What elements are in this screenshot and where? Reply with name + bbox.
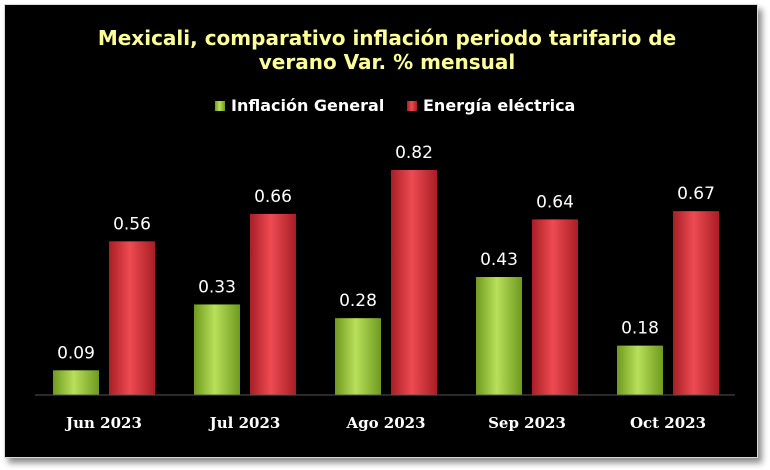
bar-energia-electrica-sep-2023 xyxy=(532,219,578,395)
bar-inflacion-general-ago-2023 xyxy=(335,318,381,395)
bar-inflacion-general-jun-2023 xyxy=(53,370,99,395)
x-tick-label-sep-2023: Sep 2023 xyxy=(488,414,566,432)
bar-energia-electrica-ago-2023 xyxy=(391,170,437,395)
legend-swatch-inflacion-general xyxy=(215,101,225,111)
data-label-inflacion-general-jun-2023: 0.09 xyxy=(57,343,95,363)
legend-swatch-energia-electrica xyxy=(407,101,417,111)
chart: Mexicali, comparativo inflación periodo … xyxy=(35,26,735,432)
x-tick-label-jun-2023: Jun 2023 xyxy=(64,414,142,432)
bar-inflacion-general-sep-2023 xyxy=(476,277,522,395)
bar-energia-electrica-oct-2023 xyxy=(673,211,719,395)
data-label-inflacion-general-ago-2023: 0.28 xyxy=(339,291,377,311)
x-tick-label-jul-2023: Jul 2023 xyxy=(208,414,281,432)
data-label-energia-electrica-jun-2023: 0.56 xyxy=(113,214,151,234)
bar-inflacion-general-oct-2023 xyxy=(617,345,663,395)
bar-energia-electrica-jul-2023 xyxy=(250,213,296,395)
legend-label-inflacion-general: Inflación General xyxy=(231,96,384,115)
x-tick-label-ago-2023: Ago 2023 xyxy=(345,414,425,432)
chart-title-line-2: verano Var. % mensual xyxy=(259,50,516,74)
data-label-energia-electrica-sep-2023: 0.64 xyxy=(536,192,574,212)
legend: Inflación General Energía eléctrica xyxy=(215,96,575,115)
data-label-inflacion-general-jul-2023: 0.33 xyxy=(198,277,236,297)
chart-frame: Mexicali, comparativo inflación periodo … xyxy=(4,4,758,458)
value-labels-group: 0.09 0.56 0.33 0.66 0.28 0.82 0.43 0.64 0.18 0.67 xyxy=(57,143,715,363)
data-label-energia-electrica-jul-2023: 0.66 xyxy=(254,187,292,207)
data-label-energia-electrica-oct-2023: 0.67 xyxy=(677,184,715,204)
data-label-energia-electrica-ago-2023: 0.82 xyxy=(395,143,433,163)
x-axis: Jun 2023 Jul 2023 Ago 2023 Sep 2023 Oct 2023 xyxy=(35,394,735,432)
chart-title-line-1: Mexicali, comparativo inflación periodo … xyxy=(98,26,676,50)
bar-inflacion-general-jul-2023 xyxy=(194,304,240,395)
bar-energia-electrica-jun-2023 xyxy=(109,241,155,395)
legend-label-energia-electrica: Energía eléctrica xyxy=(423,96,575,115)
x-tick-label-oct-2023: Oct 2023 xyxy=(630,414,706,432)
data-label-inflacion-general-oct-2023: 0.18 xyxy=(621,319,659,339)
data-label-inflacion-general-sep-2023: 0.43 xyxy=(480,250,518,270)
bars-group xyxy=(53,170,719,395)
